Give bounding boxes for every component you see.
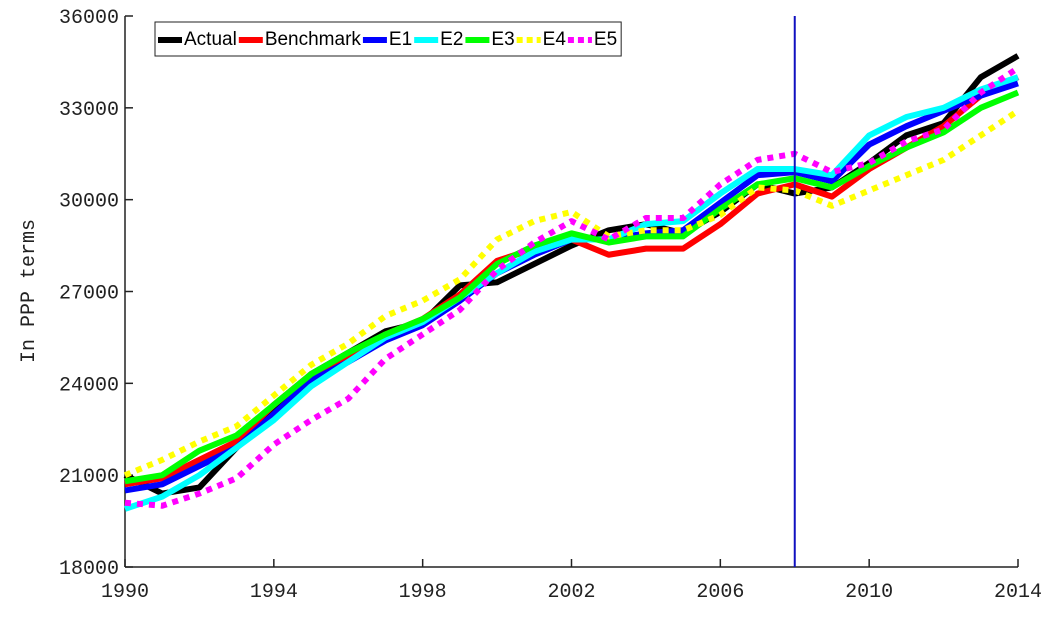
y-tick-label: 24000: [59, 374, 119, 397]
y-tick-label: 18000: [59, 558, 119, 581]
y-tick-label: 36000: [59, 7, 119, 30]
y-tick-label: 33000: [59, 99, 119, 122]
series-line: [123, 108, 1020, 478]
y-axis-label: In PPP terms: [18, 219, 41, 363]
legend-label: E5: [594, 29, 617, 50]
legend-label: E4: [543, 29, 567, 50]
x-tick-label: 2002: [547, 581, 595, 604]
y-tick-label: 30000: [59, 191, 119, 214]
y-tick-label: 21000: [59, 466, 119, 489]
x-tick-label: 2006: [696, 581, 744, 604]
legend-label: Actual: [184, 29, 237, 50]
legend-label: E3: [491, 29, 514, 50]
x-tick-label: 1994: [250, 581, 298, 604]
legend-label: Benchmark: [265, 29, 362, 50]
series-line: [124, 65, 1020, 509]
y-tick-label: 27000: [59, 283, 119, 306]
legend-box: [154, 21, 622, 57]
legend-label: E2: [440, 29, 463, 50]
x-tick-label: 2014: [994, 581, 1042, 604]
series-line: [124, 74, 1019, 512]
legend: Actual Benchmark E1 E2 E3 E4 E5: [154, 21, 622, 57]
series-line: [124, 89, 1020, 485]
x-tick-label: 2010: [845, 581, 893, 604]
legend-label: E1: [389, 29, 412, 50]
x-tick-label: 1990: [101, 581, 149, 604]
x-tick-label: 1998: [399, 581, 447, 604]
